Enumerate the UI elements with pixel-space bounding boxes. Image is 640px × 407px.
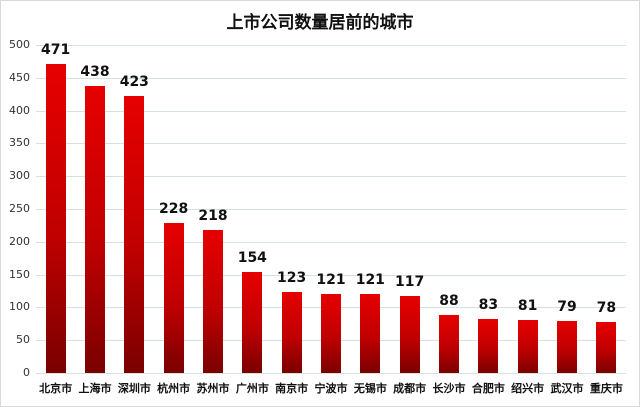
bar (596, 321, 617, 373)
y-tick-label: 250 (9, 202, 30, 215)
x-tick-label: 深圳市 (117, 382, 151, 395)
data-label: 88 (439, 293, 459, 310)
bar (85, 85, 105, 373)
y-tick-label: 300 (9, 169, 30, 183)
x-tick-label: 重庆市 (589, 382, 623, 395)
data-label: 154 (237, 249, 267, 266)
x-tick-label: 武汉市 (550, 382, 584, 395)
data-label: 471 (41, 42, 71, 59)
gridline (36, 209, 626, 210)
data-label: 78 (596, 299, 617, 316)
bar (163, 223, 184, 373)
x-tick-label: 宁波市 (314, 382, 348, 395)
bar (124, 95, 145, 373)
data-label: 423 (119, 73, 149, 90)
bar (478, 318, 499, 373)
gridline (36, 373, 626, 374)
data-label: 83 (478, 296, 499, 313)
x-tick-label: 广州市 (235, 382, 269, 395)
y-tick-label: 500 (9, 38, 30, 51)
x-tick-label: 绍兴市 (511, 382, 545, 395)
data-label: 121 (355, 271, 385, 288)
x-tick-label: 苏州市 (196, 382, 230, 395)
bar (281, 292, 302, 373)
data-label: 121 (316, 271, 346, 288)
data-label: 79 (557, 299, 577, 316)
bar (45, 64, 66, 373)
x-tick-label: 上海市 (78, 382, 112, 395)
y-tick-label: 450 (9, 70, 30, 84)
gridline (36, 176, 626, 178)
x-tick-label: 无锡市 (353, 382, 387, 395)
plot-area: 0 50 100 150 200 250 300 350 400 450 500 471 438 423 2… (9, 38, 626, 379)
y-tick-label: 400 (9, 103, 30, 117)
x-tick-label: 长沙市 (432, 382, 466, 395)
bar (321, 293, 341, 373)
x-tick-label: 北京市 (39, 382, 73, 395)
data-label: 117 (395, 274, 425, 291)
bar (242, 271, 263, 373)
gridline (36, 77, 626, 79)
data-label: 81 (517, 297, 538, 314)
bar (360, 293, 381, 373)
x-tick-label: 合肥市 (471, 382, 505, 395)
gridline (36, 241, 626, 243)
bar (399, 296, 420, 373)
bar (557, 321, 577, 373)
gridline (36, 143, 626, 145)
chart-title: 上市公司数量居前的城市 (226, 13, 414, 33)
data-label: 218 (198, 207, 228, 224)
bar (439, 315, 459, 373)
y-tick-label: 100 (9, 300, 30, 314)
y-tick-label: 0 (23, 366, 30, 379)
data-label: 228 (159, 201, 189, 218)
y-tick-label: 150 (9, 267, 30, 281)
x-tick-label: 南京市 (275, 382, 309, 395)
data-label: 123 (277, 270, 307, 287)
bar (203, 230, 223, 373)
gridline (36, 45, 626, 46)
data-label: 438 (80, 63, 110, 80)
x-tick-label: 成都市 (393, 382, 427, 395)
gridline (36, 110, 626, 112)
x-tick-label: 杭州市 (157, 382, 191, 395)
y-tick-label: 50 (16, 333, 30, 347)
y-tick-label: 200 (9, 234, 30, 248)
gridline (36, 274, 626, 276)
y-tick-label: 350 (9, 136, 30, 150)
bar (517, 319, 538, 373)
